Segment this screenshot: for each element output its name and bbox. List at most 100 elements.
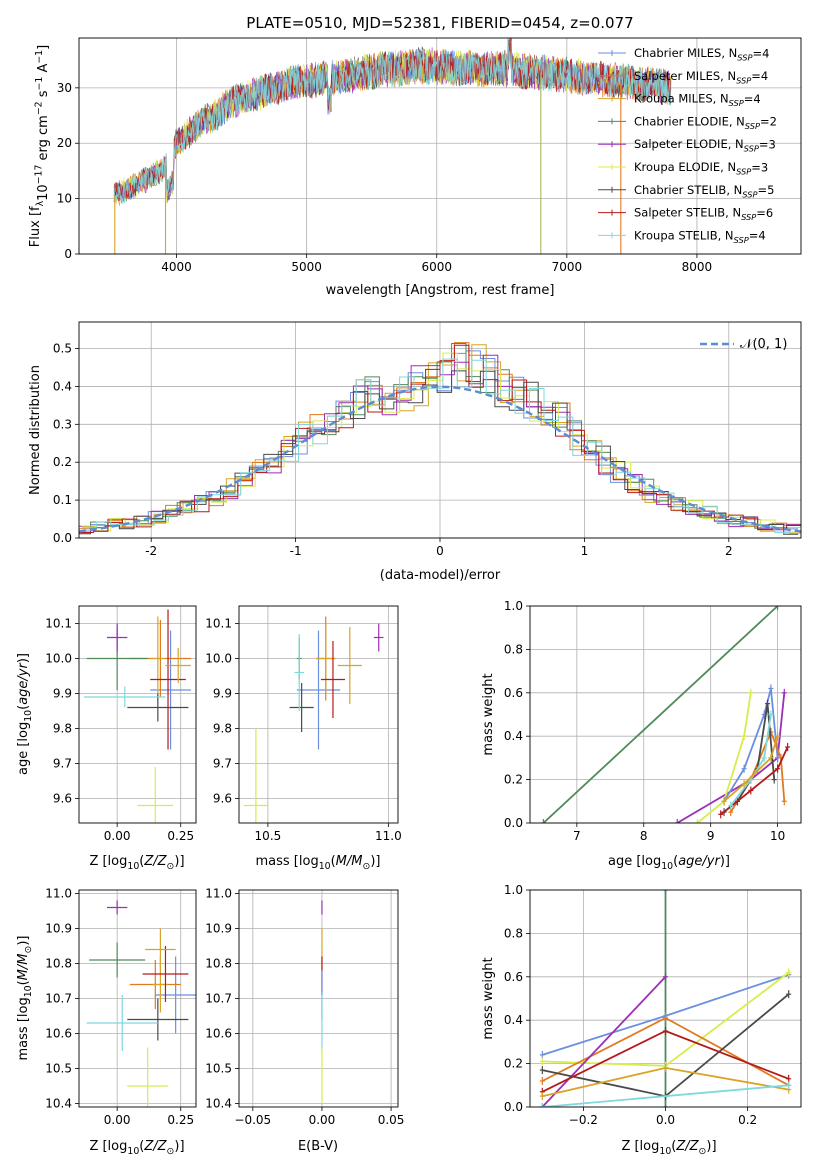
axes-frame: [78, 889, 197, 1108]
x-axis-label: Z [log10(Z/Z⊙)]: [89, 854, 184, 872]
x-axis-label: (data-model)/error: [380, 568, 501, 583]
spectrum-line-kroupa-stelib: [113, 40, 672, 204]
plot-area: [79, 342, 801, 535]
legend-entry: Salpeter MILES, NSSP=4: [634, 69, 768, 85]
weight-line-kroupa-stelib: [729, 714, 772, 807]
x-tick-label: 7000: [552, 260, 583, 274]
x-tick-label: −0.05: [234, 1113, 271, 1127]
axes-frame: [78, 605, 197, 824]
y-axis-label: mass weight: [481, 957, 496, 1039]
y-tick-label: 0.2: [53, 455, 72, 469]
axes-frame: [238, 889, 399, 1108]
x-axis-label: Z [log10(Z/Z⊙)]: [89, 1139, 184, 1157]
y-tick-label: 0.8: [504, 642, 523, 656]
gridlines: [79, 606, 196, 823]
y-tick-label: 10.5: [45, 1062, 72, 1076]
y-tick-label: 9.7: [53, 757, 72, 771]
y-tick-label: 10.4: [205, 1097, 232, 1111]
x-tick-label: 0.05: [378, 1113, 405, 1127]
y-axis-label: mass [log10(M/M⊙)]: [16, 936, 34, 1061]
y-tick-label: 10.5: [205, 1062, 232, 1076]
y-axis-label: mass weight: [481, 673, 496, 755]
y-tick-label: 1.0: [504, 883, 523, 897]
legend-entry: Chabrier ELODIE, NSSP=2: [634, 114, 777, 130]
weight-line-chabrier-elodie: [542, 606, 779, 823]
plot-area: [86, 900, 196, 1107]
x-tick-label: 0.00: [104, 1113, 131, 1127]
figure-title: PLATE=0510, MJD=52381, FIBERID=0454, z=0…: [246, 14, 633, 32]
legend-entry: Kroupa ELODIE, NSSP=3: [634, 160, 768, 176]
y-tick-label: 9.8: [53, 722, 72, 736]
axes-frame: [78, 321, 802, 539]
y-tick-label: 0.0: [504, 816, 523, 830]
chart-age-Z: 0.00 0.25 9.6 9.7 9.8 9.9 10.0 10.1 Z [log10(Z/Z…: [16, 605, 197, 872]
y-tick-label: 10.4: [45, 1097, 72, 1111]
y-tick-label: 10.8: [45, 957, 72, 971]
y-tick-label: 9.9: [53, 687, 72, 701]
y-tick-label: 20: [57, 136, 72, 150]
y-tick-label: 0.3: [53, 417, 72, 431]
legend-entry: 𝒩(0, 1): [740, 337, 787, 352]
x-tick-label: 8000: [682, 260, 713, 274]
gridlines: [530, 605, 801, 824]
y-tick-label: 0.6: [504, 686, 523, 700]
chart-spectrum: 4000 5000 6000 7000 8000 0 10 20 30 wavelength [A…: [28, 37, 802, 298]
y-tick-label: 11.0: [45, 887, 72, 901]
y-tick-label: 10.7: [205, 992, 232, 1006]
x-axis-label: Z [log10(Z/Z⊙)]: [621, 1139, 716, 1157]
chart-weight-Z: −0.2 0.0 0.2 0.0 0.2 0.4 0.6 0.8 1.0 mass weight Z…: [481, 883, 802, 1157]
weight-line-kroupa-miles: [723, 735, 779, 802]
plot-area: [539, 890, 792, 1107]
y-tick-label: 10.8: [205, 957, 232, 971]
weight-line-kroupa-elodie: [696, 692, 752, 823]
weight-line-chabrier-miles: [723, 688, 779, 802]
x-tick-label: 4000: [161, 260, 192, 274]
y-tick-label: 10: [57, 192, 72, 206]
x-tick-label: 10: [770, 829, 785, 843]
chart-weight-age: 7 8 9 10 0.0 0.2 0.4 0.6 0.8 1.0 mass weight age [l…: [481, 599, 802, 872]
legend-entry: Kroupa STELIB, NSSP=4: [634, 228, 766, 244]
legend-entry: Chabrier STELIB, NSSP=5: [634, 183, 774, 199]
y-tick-label: 11.0: [205, 887, 232, 901]
y-tick-label: 9.6: [53, 792, 72, 806]
legend-entry: Kroupa MILES, NSSP=4: [634, 92, 761, 108]
chart-mass-ebv: −0.05 0.00 0.05 10.4 10.5 10.6 10.7 10.8 10.9 11.…: [205, 887, 404, 1155]
gridlines: [239, 890, 398, 1107]
chart-residuals: -2 -1 0 1 2 0.0 0.1 0.2 0.3 0.4 0.5 𝒩(0, 1) (data-mo…: [28, 321, 802, 583]
plot-area: [243, 616, 384, 823]
histogram-salpeter-elodie: [79, 354, 801, 532]
x-tick-label: -1: [290, 544, 302, 558]
x-tick-label: 0: [436, 544, 444, 558]
legend-entry: Chabrier MILES, NSSP=4: [634, 46, 769, 62]
y-tick-label: 30: [57, 81, 72, 95]
y-axis-label: age [log10(age/yr)]: [16, 653, 34, 775]
x-tick-label: 2: [725, 544, 733, 558]
y-tick-label: 10.9: [45, 922, 72, 936]
x-axis-label: E(B-V): [298, 1139, 338, 1154]
x-tick-label: 11.0: [375, 829, 402, 843]
chart-mass-Z: 0.00 0.25 10.4 10.5 10.6 10.7 10.8 10.9 11.0 Z [l…: [16, 887, 197, 1157]
x-tick-label: 0.25: [167, 1113, 194, 1127]
y-tick-label: 9.6: [213, 792, 232, 806]
axes-frame: [238, 605, 399, 824]
x-tick-label: 0.00: [104, 829, 131, 843]
y-tick-label: 10.9: [205, 922, 232, 936]
weight-line-salpeter-elodie: [541, 976, 667, 1107]
x-tick-label: 1: [581, 544, 589, 558]
y-tick-label: 0.5: [53, 342, 72, 356]
x-tick-label: 7: [573, 829, 581, 843]
axes-frame: [529, 889, 802, 1108]
gridlines: [79, 890, 196, 1107]
y-tick-label: 0.1: [53, 493, 72, 507]
y-tick-label: 9.9: [213, 687, 232, 701]
plot-area: [113, 38, 672, 254]
y-tick-label: 0.6: [504, 970, 523, 984]
histogram-kroupa-stelib: [81, 358, 801, 534]
x-tick-label: 10.5: [255, 829, 282, 843]
y-tick-label: 0.0: [504, 1100, 523, 1114]
y-tick-label: 10.6: [45, 1027, 72, 1041]
x-tick-label: 8: [640, 829, 648, 843]
y-axis-label: Flux [fλ10−17 erg cm−2 s−1 A−1]: [28, 45, 51, 247]
y-tick-label: 1.0: [504, 599, 523, 613]
